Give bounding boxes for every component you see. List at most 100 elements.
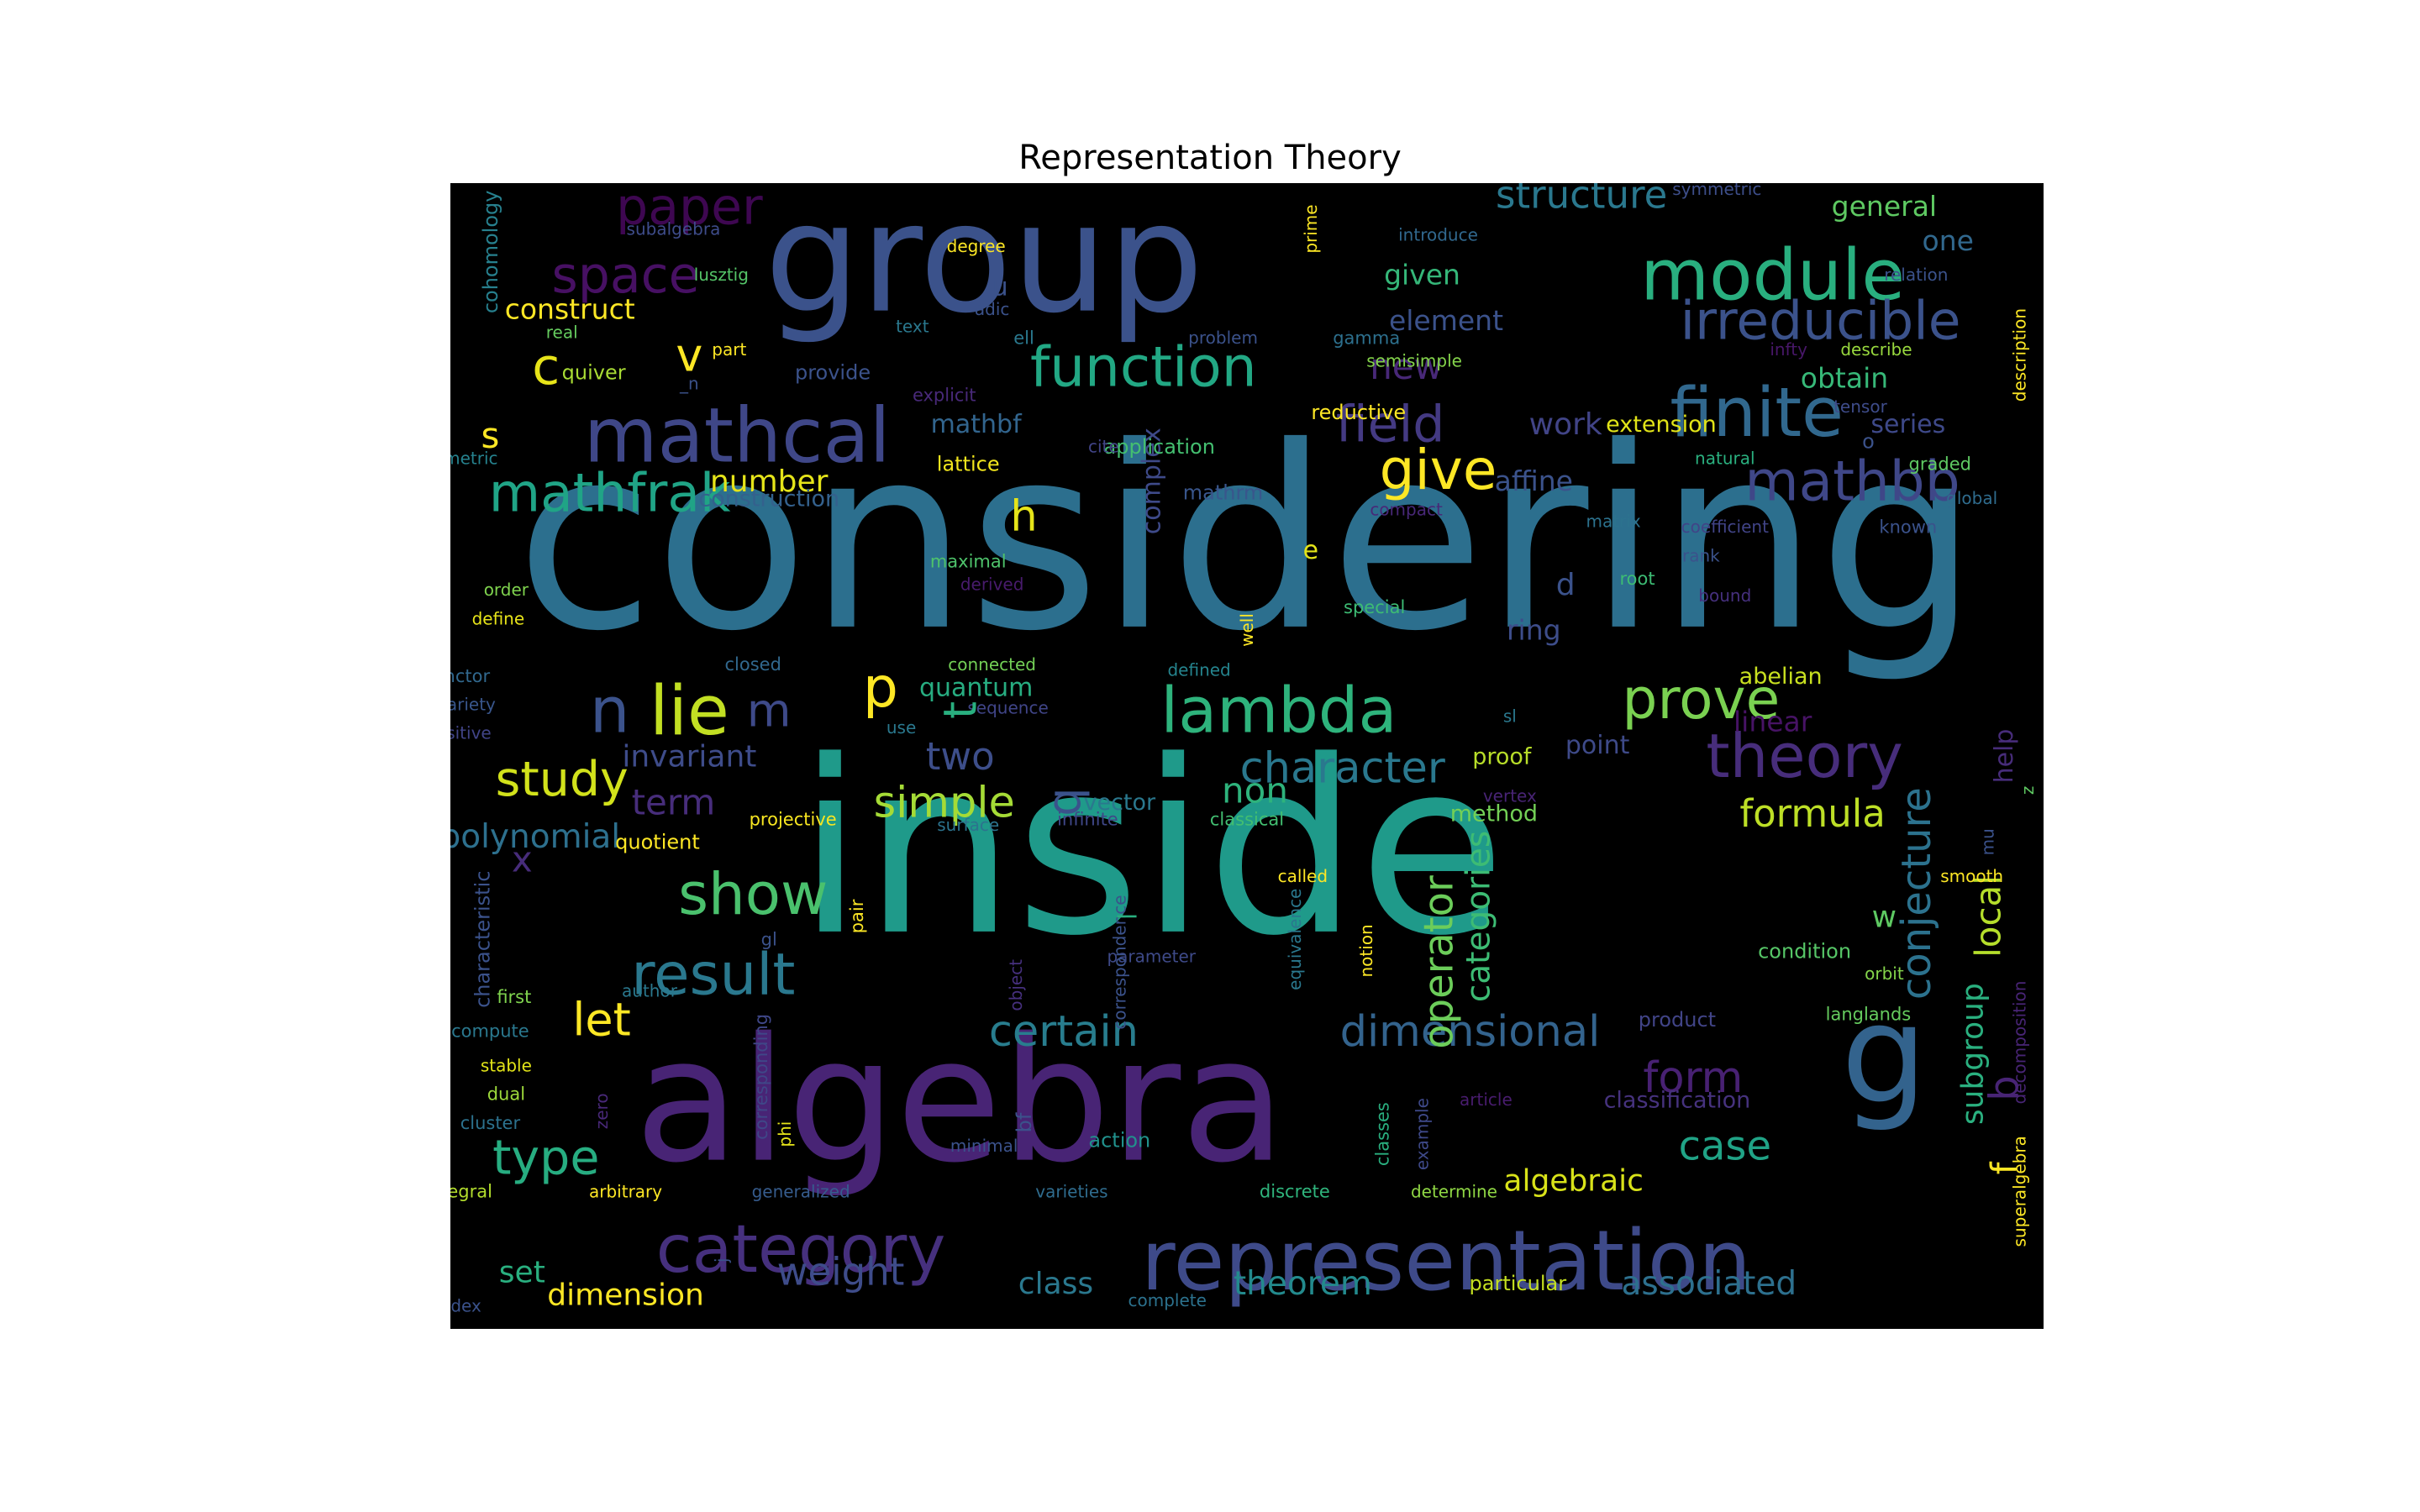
word-linear: linear	[1733, 706, 1812, 738]
word-point: point	[1565, 731, 1630, 760]
word-series: series	[1870, 410, 1945, 439]
word-subgroup: subgroup	[1955, 983, 1990, 1125]
word-variety: variety	[450, 695, 496, 715]
word-gl: gl	[761, 930, 777, 950]
word-infinite: infinite	[1057, 809, 1118, 829]
word-affine: affine	[1495, 465, 1573, 497]
word-sl: sl	[1503, 706, 1517, 726]
word-general: general	[1832, 190, 1937, 223]
word-irreducible: irreducible	[1681, 291, 1961, 352]
word-h: h	[1010, 491, 1037, 541]
word-weight: weight	[777, 1250, 905, 1294]
word-t: t	[934, 701, 987, 719]
word-m: m	[747, 684, 792, 737]
word-matrix: matrix	[1586, 511, 1640, 531]
word-determine: determine	[1411, 1181, 1497, 1201]
word-part: part	[712, 339, 746, 360]
word-condition: condition	[1758, 939, 1851, 963]
word-function: function	[1030, 334, 1257, 399]
word-discrete: discrete	[1260, 1182, 1330, 1202]
word-semisimple: semisimple	[1366, 350, 1462, 370]
word-bf: bf	[1013, 1112, 1036, 1132]
word-use: use	[886, 717, 916, 738]
word-construct: construct	[505, 293, 635, 326]
word-give: give	[1380, 438, 1497, 502]
word-phi: phi	[775, 1121, 795, 1147]
word-associated: associated	[1622, 1265, 1797, 1303]
word-reductive: reductive	[1311, 401, 1406, 424]
word-sequence: sequence	[967, 698, 1048, 718]
word-coefficient: coefficient	[1681, 517, 1769, 537]
word-bound: bound	[1698, 585, 1751, 606]
word-mathbf: mathbf	[931, 410, 1023, 439]
word-order: order	[484, 580, 529, 600]
word-infty: infty	[1770, 339, 1807, 360]
word-construction: construction	[698, 486, 839, 512]
word-certain: certain	[989, 1007, 1139, 1057]
word-n: n	[590, 674, 630, 748]
word-degree: degree	[947, 236, 1006, 256]
word-application: application	[1104, 435, 1215, 459]
word-smooth: smooth	[1940, 866, 2003, 886]
word-lusztig: lusztig	[694, 265, 749, 285]
word-method: method	[1450, 801, 1538, 827]
word-known: known	[1879, 517, 1937, 538]
word-mu: mu	[1978, 828, 1998, 855]
word-root: root	[1619, 569, 1655, 589]
word-characteristic: characteristic	[471, 871, 494, 1008]
word-obtain: obtain	[1801, 361, 1888, 394]
word-non: non	[1222, 770, 1288, 811]
word-type: type	[492, 1130, 599, 1185]
word-subalgebra: subalgebra	[627, 219, 721, 239]
word-polynomial: polynomial	[450, 818, 620, 856]
word-orbit: orbit	[1865, 963, 1904, 984]
word-f: f	[1983, 1161, 2024, 1174]
word-provide: provide	[795, 360, 871, 384]
word-explicit: explicit	[913, 386, 976, 406]
word-abelian: abelian	[1739, 664, 1823, 690]
word-introduce: introduce	[1398, 224, 1478, 244]
word-action: action	[1088, 1128, 1150, 1152]
word-pair: pair	[847, 899, 867, 933]
word-well: well	[1237, 613, 1257, 647]
word-conjecture: conjecture	[1893, 787, 1940, 1000]
word-cite: cite	[1088, 437, 1119, 457]
word-quiver: quiver	[562, 360, 626, 384]
word-classes: classes	[1373, 1102, 1393, 1166]
word-show: show	[678, 861, 828, 928]
word-compute: compute	[451, 1021, 529, 1042]
word-v: v	[676, 329, 702, 382]
word-example: example	[1413, 1098, 1433, 1170]
word-cloud: considering inside algebra group g representa…	[450, 183, 2044, 1329]
word-lie: lie	[650, 672, 729, 751]
word-complex: complex	[1138, 428, 1167, 534]
word-graded: graded	[1909, 454, 1971, 475]
word-adic: adic	[975, 299, 1010, 319]
word-space: space	[552, 246, 700, 305]
word-work: work	[1529, 407, 1602, 442]
word-superalgebra: superalgebra	[2010, 1136, 2030, 1247]
word-ell: ell	[1013, 328, 1034, 348]
word-proof: proof	[1472, 743, 1533, 769]
word-mathrm: mathrm	[1183, 481, 1264, 505]
word-class: class	[1018, 1267, 1093, 1301]
word-prove: prove	[1623, 667, 1781, 732]
word-cohomology: cohomology	[479, 191, 502, 314]
word-maximal: maximal	[930, 551, 1007, 571]
word-product: product	[1639, 1008, 1716, 1032]
word-tensor: tensor	[1833, 396, 1887, 417]
word-extension: extension	[1606, 412, 1717, 438]
word-z: z	[2018, 786, 2038, 795]
word-global: global	[1946, 488, 1997, 508]
word-form: form	[1643, 1053, 1743, 1103]
word-arbitrary: arbitrary	[589, 1181, 662, 1201]
word-surface: surface	[937, 815, 999, 835]
word-functor: functor	[450, 666, 490, 686]
word-geometric: geometric	[450, 448, 498, 468]
word-result: result	[631, 941, 795, 1008]
word-formula: formula	[1739, 791, 1886, 836]
word-group: group	[765, 183, 1204, 347]
word-mathbb: mathbb	[1744, 449, 1960, 514]
word-lambda: lambda	[1160, 674, 1397, 748]
